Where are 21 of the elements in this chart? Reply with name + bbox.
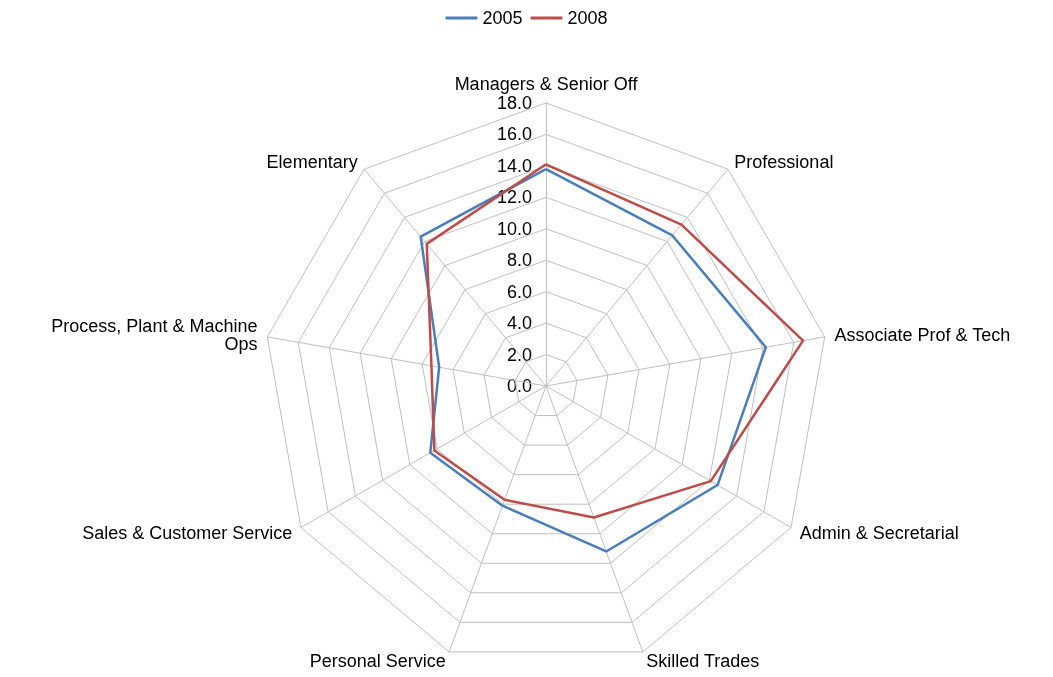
y-tick-label: 0.0 <box>506 376 532 396</box>
spoke-label: Process, Plant & Machine Ops <box>51 316 258 355</box>
y-tick-label: 2.0 <box>506 344 532 365</box>
spoke-label: Elementary <box>266 151 358 172</box>
y-tick-label: 4.0 <box>506 313 532 334</box>
spoke-label: Admin & Secretarial <box>799 522 959 543</box>
spoke-label: Managers & Senior Off <box>454 74 639 94</box>
y-tick-label: 14.0 <box>496 155 532 176</box>
y-tick-label: 18.0 <box>496 93 532 113</box>
spoke-label: Personal Service <box>309 651 446 672</box>
y-tick-label: 16.0 <box>496 124 532 145</box>
y-tick-label: 6.0 <box>506 281 532 302</box>
y-tick-label: 12.0 <box>496 187 532 208</box>
y-tick-label: 10.0 <box>496 218 532 239</box>
spoke-label: Skilled Trades <box>646 651 760 672</box>
spoke-label: Professional <box>734 151 834 172</box>
spoke-label: Associate Prof & Tech <box>834 325 1011 346</box>
legend-label: 2005 <box>482 8 523 28</box>
y-tick-label: 8.0 <box>506 250 532 271</box>
legend-label: 2008 <box>567 8 608 28</box>
spoke-label: Sales & Customer Service <box>82 522 293 543</box>
